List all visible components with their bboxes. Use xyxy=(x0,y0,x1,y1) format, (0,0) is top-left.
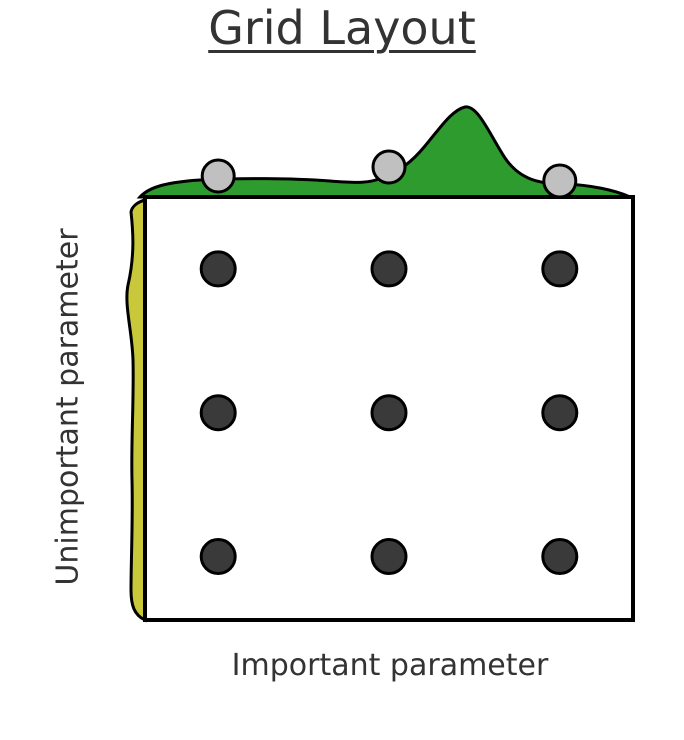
projected-point-3 xyxy=(542,163,578,199)
grid-point-r2-c1 xyxy=(199,394,237,432)
grid-point-r2-c3 xyxy=(541,394,579,432)
projected-point-2 xyxy=(371,149,407,185)
grid-point-r1-c1 xyxy=(199,250,237,288)
grid-point-r2-c2 xyxy=(370,394,408,432)
y-axis-label: Unimportant parameter xyxy=(50,228,86,586)
grid-point-r3-c2 xyxy=(370,538,408,576)
grid-points xyxy=(199,250,579,576)
projected-point-1 xyxy=(200,158,236,194)
grid-point-r3-c3 xyxy=(541,538,579,576)
unimportant-parameter-density xyxy=(125,198,147,623)
grid-point-r3-c1 xyxy=(199,538,237,576)
page-title: Grid Layout xyxy=(208,1,476,55)
x-axis-label: Important parameter xyxy=(231,648,549,683)
grid-point-r1-c3 xyxy=(541,250,579,288)
grid-point-r1-c2 xyxy=(370,250,408,288)
projected-points xyxy=(200,149,578,199)
